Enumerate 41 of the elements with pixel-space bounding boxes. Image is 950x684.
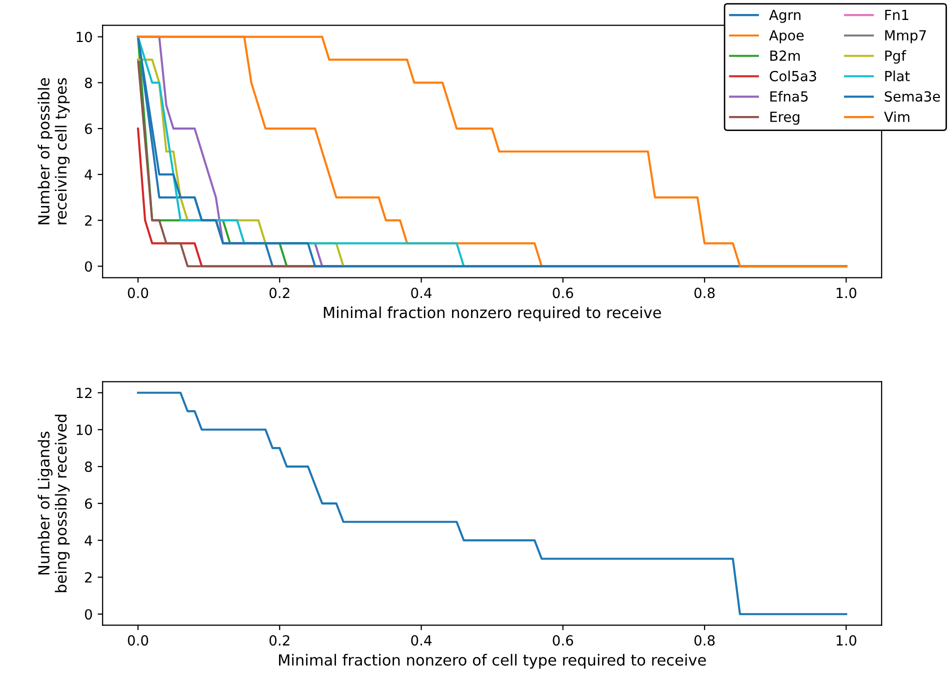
y-tick-label: 10 — [76, 32, 92, 42]
legend-label: Sema3e — [884, 91, 940, 102]
legend-label: Pgf — [885, 50, 906, 64]
legend-label: Agrn — [769, 10, 800, 23]
legend-label: Vim — [884, 111, 910, 122]
x-tick-label: 0.0 — [128, 635, 148, 646]
legend-label: Plat — [885, 70, 910, 82]
y-axis-title: Number of Ligands being possibly received — [38, 414, 70, 592]
y-tick-label: 4 — [84, 535, 92, 546]
y-tick-label: 12 — [76, 388, 92, 398]
x-axis-title: Minimal fraction nonzero required to receive — [324, 306, 661, 322]
legend-label: Fn1 — [885, 10, 908, 20]
x-tick-label: 0.6 — [552, 288, 574, 298]
y-tick-label: 8 — [84, 462, 92, 472]
legend-label: Apoe — [769, 30, 804, 44]
legend-label: Ereg — [770, 112, 800, 125]
y-axis-title: Number of possible receiving cell types — [38, 78, 70, 224]
x-tick-label: 0.4 — [411, 635, 432, 646]
y-tick-label: 0 — [84, 609, 92, 620]
legend-label: Efna5 — [770, 90, 808, 102]
x-tick-label: 0.2 — [270, 288, 290, 298]
y-tick-label: 6 — [85, 124, 92, 134]
y-tick-label: 10 — [76, 424, 92, 436]
y-tick-label: 6 — [85, 498, 92, 509]
y-tick-label: 4 — [84, 170, 92, 180]
x-tick-label: 0.0 — [128, 288, 148, 298]
x-tick-label: 0.4 — [411, 288, 432, 298]
x-tick-label: 1.0 — [836, 635, 856, 646]
x-tick-label: 0.8 — [694, 288, 715, 298]
y-tick-label: 2 — [85, 215, 92, 226]
y-tick-label: 0 — [84, 261, 92, 272]
y-tick-label: 2 — [85, 572, 92, 582]
y-tick-label: 8 — [84, 78, 92, 88]
legend-label: B2m — [770, 50, 800, 61]
x-tick-label: 0.2 — [270, 635, 290, 646]
x-tick-label: 0.6 — [552, 635, 574, 646]
legend-label: Col5a3 — [770, 70, 816, 82]
legend-label: Mmp7 — [885, 30, 926, 44]
x-tick-label: 1.0 — [836, 288, 856, 298]
x-axis-title: Minimal fraction nonzero of cell type required to receive — [279, 654, 706, 669]
x-tick-label: 0.8 — [694, 635, 715, 646]
